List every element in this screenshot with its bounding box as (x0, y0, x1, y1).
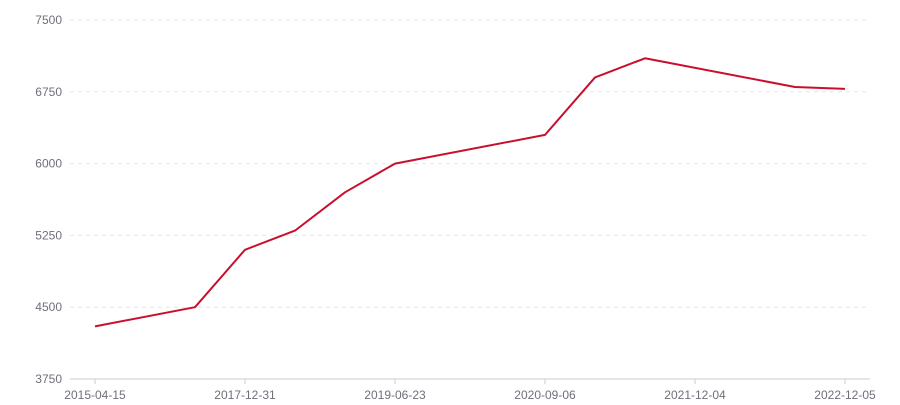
x-tick-label: 2022-12-05 (814, 388, 876, 400)
y-tick-label: 4500 (35, 300, 62, 314)
y-tick-label: 5250 (35, 228, 62, 242)
y-tick-label: 7500 (35, 13, 62, 27)
x-tick-label: 2020-09-06 (514, 388, 576, 400)
y-tick-label: 6000 (35, 157, 62, 171)
series-line (94, 57, 846, 328)
x-tick-label: 2015-04-15 (64, 388, 126, 400)
y-tick-label: 6750 (35, 85, 62, 99)
x-tick-label: 2017-12-31 (214, 388, 276, 400)
x-tick-label: 2019-06-23 (364, 388, 426, 400)
x-tick-label: 2021-12-04 (664, 388, 726, 400)
y-tick-label: 3750 (35, 372, 62, 386)
